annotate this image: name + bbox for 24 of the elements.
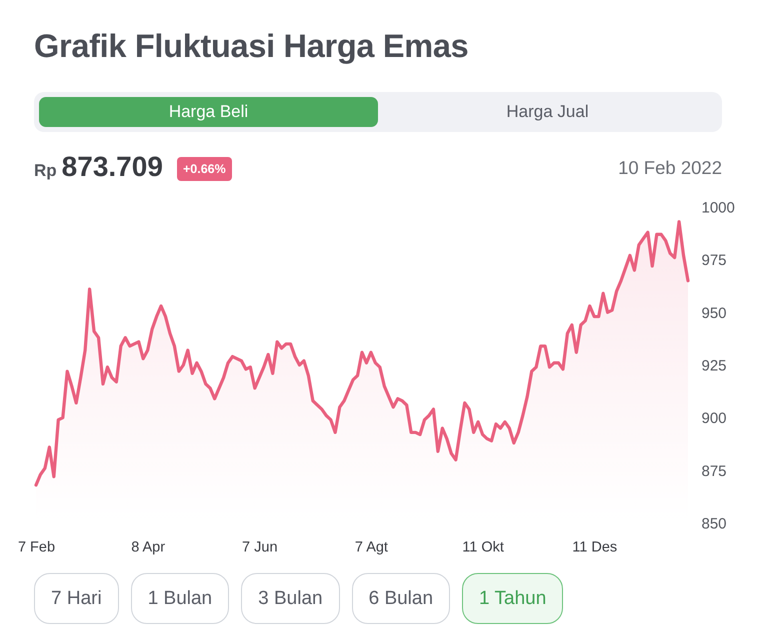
text: Rp 873.709 [34, 151, 163, 183]
button: 3 Bulan [241, 573, 340, 624]
selected-button: 1 Tahun [462, 573, 564, 624]
x-tick-label: 11 Des [572, 540, 618, 556]
button: 6 Bulan [352, 573, 450, 624]
y-tick-label: 950 [702, 304, 727, 322]
y-tick-label: 975 [702, 252, 727, 270]
y-tick-label: 925 [702, 358, 727, 374]
tab-label: Harga Jual [505, 101, 590, 123]
badge: +0.66% [177, 157, 232, 181]
y-tick-label: 850 [702, 516, 727, 532]
button: 7 Hari [34, 573, 119, 624]
y-tick-label: 1000 [702, 200, 735, 216]
y-tick-label: 900 [702, 410, 727, 428]
x-tick-label: 8 Apr [131, 540, 166, 556]
x-tick-label: 11 Okt [462, 540, 504, 556]
x-tick-label: 7 Feb [18, 540, 56, 556]
x-tick-label: 7 Agt [354, 540, 388, 556]
y-tick-label: 875 [702, 462, 727, 480]
x-tick-label: 7 Jun [242, 540, 278, 556]
button: 1 Bulan [130, 573, 230, 624]
selected-tab: Harga Beli [39, 97, 378, 127]
text: 10 Feb 2022 [618, 157, 722, 179]
chart-title: Grafik Fluktuasi Harga Emas [34, 28, 468, 65]
